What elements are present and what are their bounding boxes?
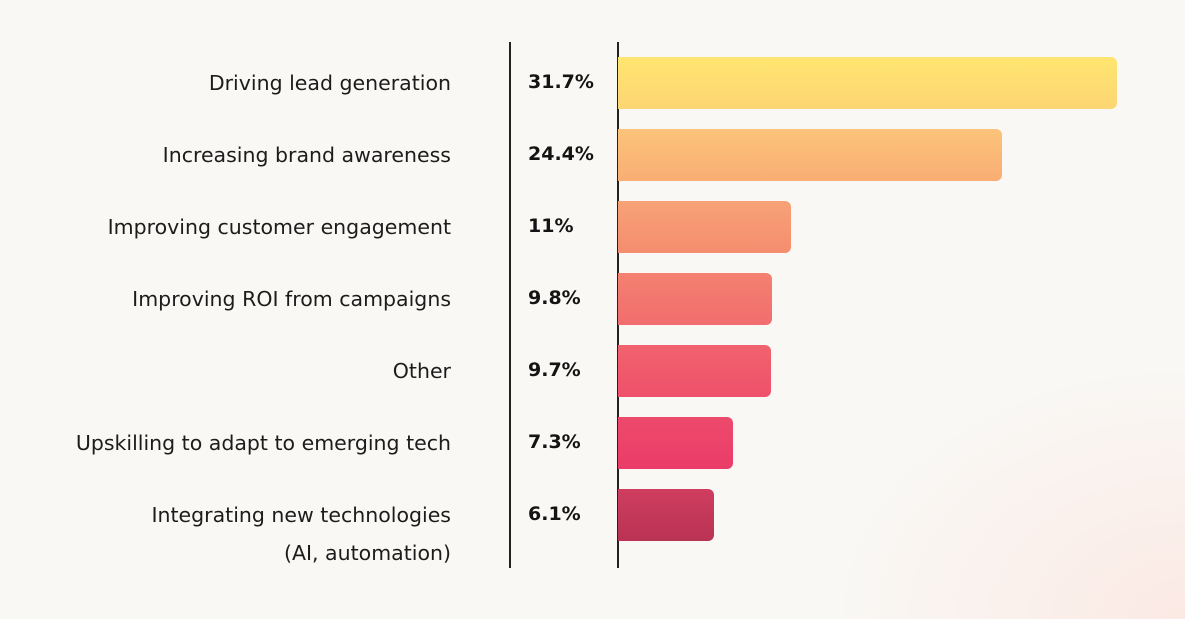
- value-label: 9.8%: [528, 287, 581, 309]
- category-label: Increasing brand awareness: [162, 143, 451, 167]
- category-label: (AI, automation): [283, 541, 451, 565]
- category-label: Driving lead generation: [208, 71, 451, 95]
- bar: [618, 201, 792, 253]
- bar: [618, 57, 1117, 109]
- category-label: Other: [392, 359, 451, 383]
- category-label: Upskilling to adapt to emerging tech: [75, 431, 451, 455]
- category-label: Improving ROI from campaigns: [132, 287, 451, 311]
- bar: [618, 345, 771, 397]
- value-label: 31.7%: [528, 71, 594, 93]
- category-label: Improving customer engagement: [107, 215, 451, 239]
- value-label: 9.7%: [528, 359, 581, 381]
- bar: [618, 417, 733, 469]
- bar: [618, 129, 1003, 181]
- bar: [618, 489, 715, 541]
- value-label: 24.4%: [528, 143, 594, 165]
- value-label: 6.1%: [528, 503, 581, 525]
- label-divider-line: [509, 42, 511, 568]
- bar-baseline-axis: [617, 42, 619, 568]
- value-label: 11%: [528, 215, 574, 237]
- category-label: Integrating new technologies: [151, 503, 451, 527]
- value-label: 7.3%: [528, 431, 581, 453]
- bar: [618, 273, 773, 325]
- background-glow: [825, 359, 1185, 619]
